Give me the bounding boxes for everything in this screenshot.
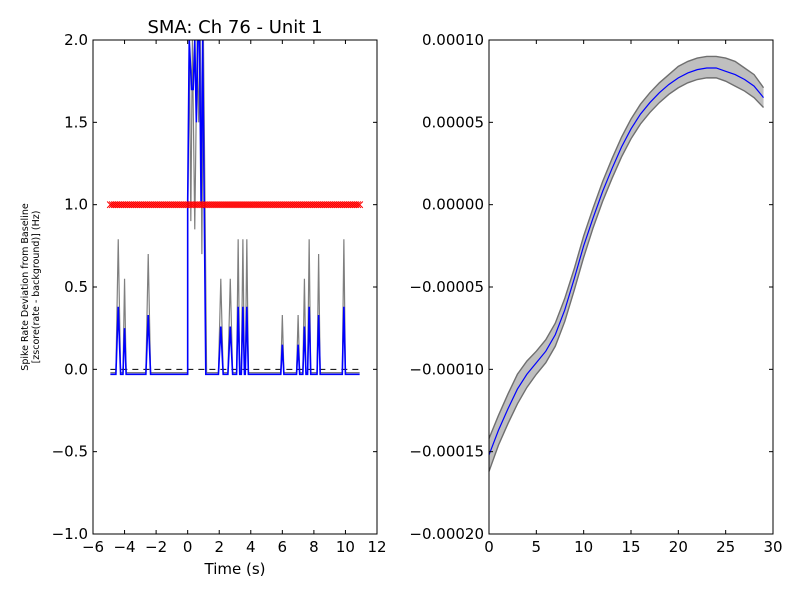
left-x-tick-label: 0 (183, 538, 193, 556)
left-y-tick-label: 0.0 (64, 360, 88, 378)
right-y-axis: −0.00020 −0.00015 −0.00010 −0.00005 0.00000 0… (409, 31, 773, 543)
right-x-tick-label: 15 (621, 538, 640, 556)
left-y-tick-label: −1.0 (52, 525, 88, 543)
right-upper-bound-line (488, 55, 765, 439)
left-series-group (106, 40, 364, 376)
right-y-tick-label: −0.00020 (409, 525, 484, 543)
left-x-tick-label: 12 (367, 538, 386, 556)
right-y-tick-label: 0.00010 (422, 31, 484, 49)
left-x-tick-label: 4 (246, 538, 256, 556)
left-y-tick-label: 1.5 (64, 113, 88, 131)
right-axes-frame (488, 39, 774, 535)
left-y-tick-label: 0.5 (64, 278, 88, 296)
left-y-axis-label-line1: Spike Rate Deviation from Baseline (20, 203, 31, 371)
left-x-tick-label: −4 (113, 538, 135, 556)
left-x-tick-label: 10 (336, 538, 355, 556)
left-chart-title: SMA: Ch 76 - Unit 1 (147, 17, 322, 38)
right-x-axis: 0 5 10 15 20 25 30 (484, 40, 783, 556)
right-x-tick-label: 5 (532, 538, 542, 556)
right-chart: 0 5 10 15 20 25 30 −0.00020−0.00015−0.00010−0.… (409, 31, 782, 556)
right-x-tick-label: 0 (484, 538, 494, 556)
right-plot-area (488, 55, 765, 472)
right-x-tick-label: 20 (669, 538, 688, 556)
right-x-tick-label: 30 (763, 538, 782, 556)
left-x-tick-label: −6 (82, 538, 104, 556)
left-marker-x (356, 201, 364, 209)
left-plot-area (106, 40, 364, 376)
left-y-axis: −1.0 −0.5 0.0 0.5 1.0 1.5 2.0 (52, 31, 377, 543)
left-y-tick-label: −0.5 (52, 443, 88, 461)
right-lower-bound-line (488, 77, 765, 472)
left-chart: SMA: Ch 76 - Unit 1 −6 −4 −2 0 2 4 6 8 10 12 −1.0… (20, 17, 387, 578)
left-x-tick-label: 2 (214, 538, 224, 556)
left-x-axis-label: Time (s) (204, 560, 266, 578)
right-y-tick-label: −0.00010 (409, 360, 484, 378)
left-y-tick-label: 2.0 (64, 31, 88, 49)
left-x-tick-label: 6 (278, 538, 288, 556)
left-y-axis-label-line2: [zscore(rate - background)] (Hz) (31, 211, 42, 364)
right-y-tick-label: −0.00015 (409, 443, 484, 461)
left-axes-frame (92, 39, 378, 535)
left-marker-row (106, 201, 364, 209)
right-confidence-band (489, 56, 764, 472)
right-y-tick-label: 0.00000 (422, 196, 484, 214)
left-x-tick-label: 8 (309, 538, 319, 556)
left-mean-line (110, 40, 360, 376)
right-mean-line (488, 67, 764, 456)
left-marker-x (354, 201, 362, 209)
right-y-tick-label: −0.00005 (409, 278, 484, 296)
left-y-tick-label: 1.0 (64, 196, 88, 214)
left-x-axis: −6 −4 −2 0 2 4 6 8 10 12 (82, 40, 387, 556)
right-x-tick-label: 25 (716, 538, 735, 556)
right-y-tick-label: 0.00005 (422, 113, 484, 131)
left-x-tick-label: −2 (145, 538, 167, 556)
right-x-tick-label: 10 (574, 538, 593, 556)
